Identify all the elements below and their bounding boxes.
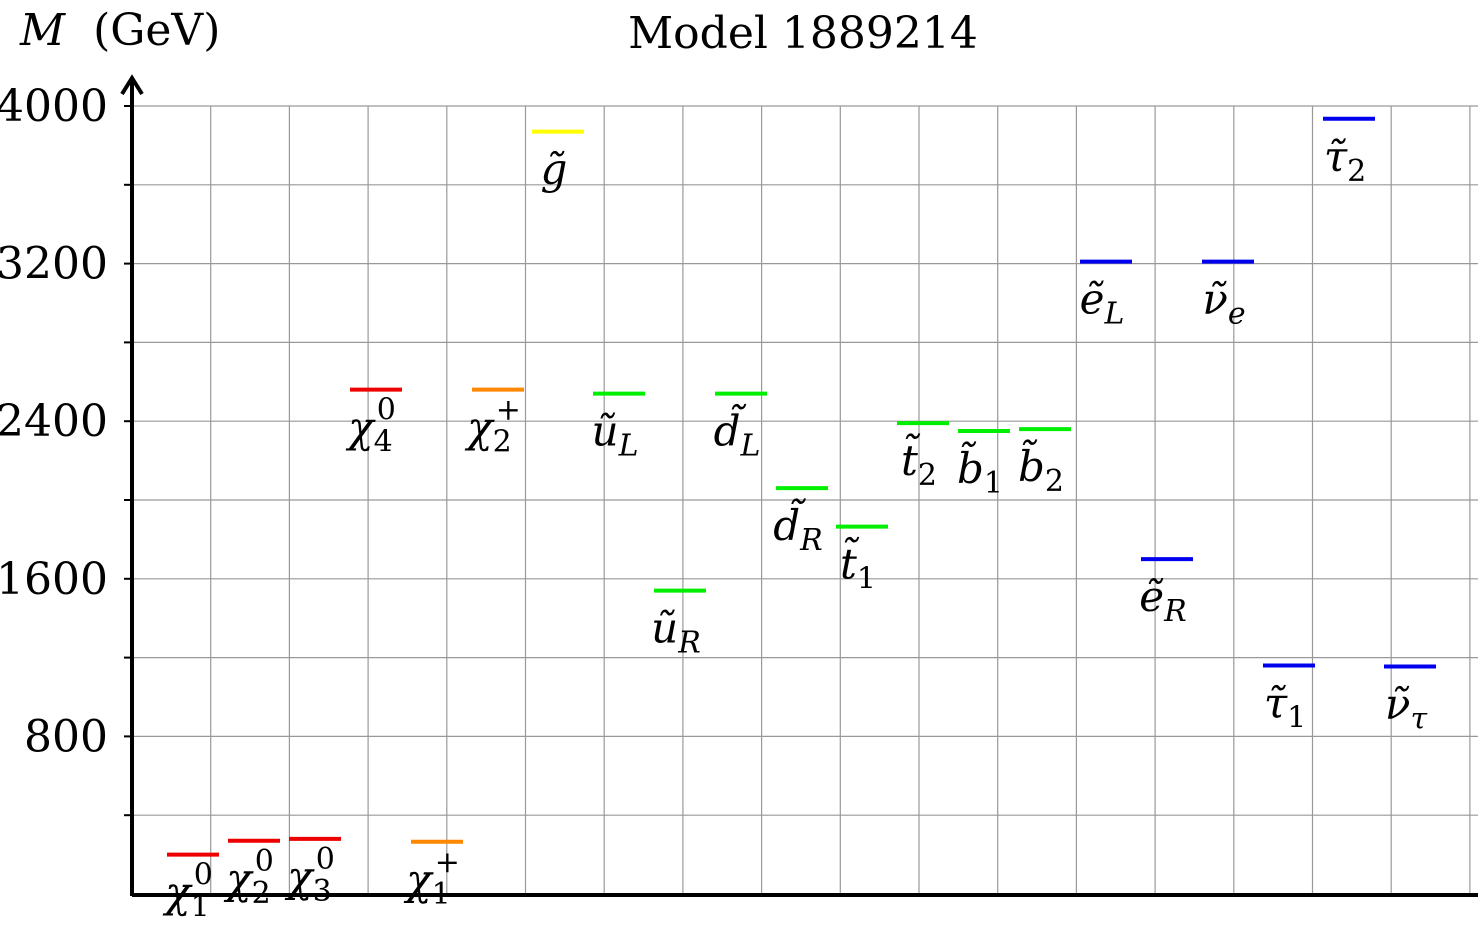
particle-label: d̃L [714,403,761,464]
particle-label: ν̃e [1202,275,1245,332]
particle-label: b̃1 [957,440,1003,501]
grid [132,105,1478,894]
particle-label: χ1+ [403,845,460,912]
particle-label: ẽR [1139,572,1186,629]
particle-label: ẽL [1080,275,1125,332]
y-axis-label-var: M [19,5,66,56]
particle-label: χ30 [284,842,335,909]
particle-label: ũR [651,604,701,661]
mass-levels [167,116,1436,857]
particle-label: τ̃1 [1264,678,1306,735]
y-axis-label-unit: (GeV) [93,5,220,56]
particle-label: ν̃τ [1385,679,1428,736]
axes: 800 1600 2400 3200 4000 [0,74,1478,897]
particle-label: t̃1 [840,535,876,596]
particle-label: ũL [592,407,639,464]
y-tick-label: 3200 [0,239,108,290]
y-tick-label: 1600 [0,554,108,605]
y-tick-label: 800 [24,711,108,762]
particle-label: t̃2 [901,432,937,493]
particle-label: d̃R [773,497,822,558]
particle-label: g̃ [541,145,568,194]
particle-labels: χ10 χ20 χ30 χ40 χ1+ χ2+ g̃ ũL ũR d̃L d̃R t̃1 t̃2 b̃… [162,132,1427,925]
particle-label: τ̃2 [1324,132,1366,189]
particle-label: χ40 [345,393,396,460]
particle-label: χ10 [162,858,213,925]
y-tick-label: 4000 [0,81,108,132]
particle-label: χ2+ [464,393,521,460]
chart-title: Model 1889214 [628,8,978,59]
particle-label: b̃2 [1018,438,1064,499]
particle-label: χ20 [223,844,274,911]
y-tick-label: 2400 [0,396,108,447]
y-axis-label: M (GeV) [19,5,220,56]
y-axis-arrow [120,74,144,96]
